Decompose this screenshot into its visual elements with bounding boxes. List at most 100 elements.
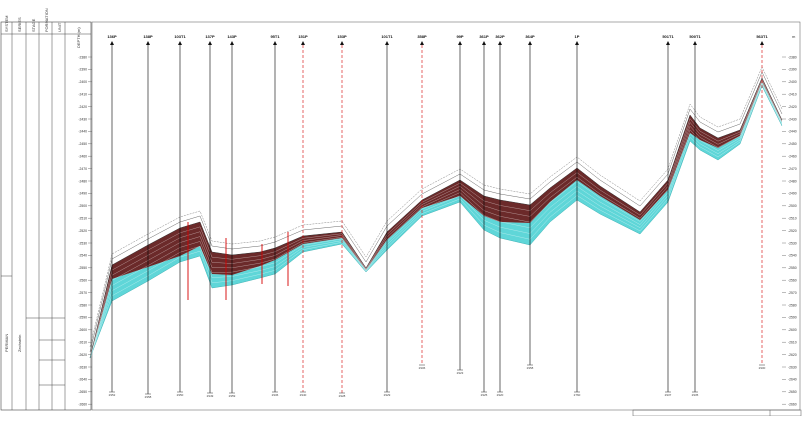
column-header-stage: STAGE	[31, 18, 36, 32]
well-99P[interactable]: 99P 2923	[456, 34, 463, 375]
depth-tick-label-right: -2440	[788, 130, 797, 134]
depth-tick-label-left: -2560	[78, 279, 87, 283]
well-td-label: 2928	[339, 394, 346, 398]
depth-tick-label-right: -2490	[788, 192, 797, 196]
depth-tick-label-left: -2390	[78, 68, 87, 72]
well-name-label: 563T1	[756, 34, 768, 39]
depth-tick-label-right: -2510	[788, 217, 797, 221]
well-138P[interactable]: 138P 2958	[143, 34, 153, 399]
depth-tick-label-left: -2490	[78, 192, 87, 196]
layer-line	[89, 80, 783, 359]
strata-layers	[89, 66, 783, 359]
depth-tick-label-right: -2530	[788, 241, 797, 245]
well-1P[interactable]: 1P 2760	[574, 34, 581, 397]
depth-tick-label-left: -2520	[78, 229, 87, 233]
well-136P[interactable]: 136P 2952	[107, 34, 117, 397]
depth-tick-label-left: -2590	[78, 316, 87, 320]
depth-tick-label-right: -2660	[788, 403, 797, 407]
depth-tick-label-left: -2660	[78, 403, 87, 407]
well-head-icon	[178, 41, 182, 45]
well-153P[interactable]: 153P 2928	[337, 34, 347, 398]
depth-tick-label-left: -2620	[78, 353, 87, 357]
well-361P[interactable]: 361P 2925	[479, 34, 489, 397]
depth-tick-label-left: -2480	[78, 179, 87, 183]
well-td-label: 2760	[574, 393, 581, 397]
depth-tick-label-right: -2400	[788, 80, 797, 84]
well-364P[interactable]: 364P 2958	[525, 34, 535, 370]
well-name-label: 501T1	[662, 34, 674, 39]
well-362P[interactable]: 362P 2920	[495, 34, 505, 397]
depth-tick-label-left: -2500	[78, 204, 87, 208]
depth-tick-label-left: -2600	[78, 328, 87, 332]
depth-tick-label-left: -2470	[78, 167, 87, 171]
strat-unit-upper: PERMIAN	[4, 334, 9, 352]
well-137P[interactable]: 137P 2949	[205, 34, 215, 398]
depth-tick-label-right: -2430	[788, 117, 797, 121]
well-td-label: 2959	[229, 394, 236, 398]
well-markers: 136P 2952 138P 2958 103T1 2950 137P 2949 143P 295…	[107, 34, 768, 399]
well-td-label: 2949	[207, 394, 214, 398]
depth-tick-label-left: -2630	[78, 365, 87, 369]
well-td-label: 2940	[300, 393, 307, 397]
well-td-label: 2929	[384, 393, 391, 397]
depth-tick-label-right: -2560	[788, 279, 797, 283]
depth-unit-label: m	[792, 34, 796, 39]
well-head-icon	[693, 41, 697, 45]
well-563T1[interactable]: 563T1 2900	[756, 34, 768, 370]
depth-tick-label-left: -2650	[78, 390, 87, 394]
well-103T1[interactable]: 103T1 2950	[174, 34, 186, 397]
depth-tick-label-left: -2580	[78, 303, 87, 307]
base-surface	[89, 85, 783, 359]
well-td-label: 2920	[497, 393, 504, 397]
depth-tick-label-left: -2550	[78, 266, 87, 270]
depth-tick-label-left: -2530	[78, 241, 87, 245]
well-name-label: 143P	[227, 34, 237, 39]
depth-tick-label-right: -2640	[788, 378, 797, 382]
well-name-label: 95T1	[270, 34, 280, 39]
depth-tick-label-right: -2630	[788, 365, 797, 369]
depth-tick-label-right: -2650	[788, 390, 797, 394]
depth-tick-label-right: -2480	[788, 179, 797, 183]
depth-tick-label-right: -2570	[788, 291, 797, 295]
well-501T1[interactable]: 501T1 2937	[662, 34, 674, 397]
well-name-label: 101T1	[381, 34, 393, 39]
well-name-label: 103T1	[174, 34, 186, 39]
depth-tick-label-left: -2400	[78, 80, 87, 84]
well-td-label: 2950	[177, 393, 184, 397]
depth-tick-label-left: -2610	[78, 341, 87, 345]
layer-line	[89, 82, 783, 359]
well-head-icon	[482, 41, 486, 45]
well-td-label: 2958	[527, 366, 534, 370]
depth-tick-label-left: -2640	[78, 378, 87, 382]
well-head-icon	[760, 41, 764, 45]
depth-tick-label-right: -2470	[788, 167, 797, 171]
depth-tick-label-right: -2600	[788, 328, 797, 332]
well-td-label: 2936	[272, 393, 279, 397]
well-head-icon	[575, 41, 579, 45]
well-358P[interactable]: 358P 2906	[417, 34, 427, 370]
depth-tick-label-right: -2580	[788, 303, 797, 307]
well-head-icon	[110, 41, 114, 45]
well-td-label: 2958	[145, 395, 152, 399]
well-td-label: 2900	[759, 366, 766, 370]
well-101T1[interactable]: 101T1 2929	[381, 34, 393, 397]
well-head-icon	[385, 41, 389, 45]
depth-tick-label-left: -2570	[78, 291, 87, 295]
well-head-icon	[230, 41, 234, 45]
well-95T1[interactable]: 95T1 2936	[270, 34, 280, 397]
well-head-icon	[666, 41, 670, 45]
depth-tick-label-right: -2590	[788, 316, 797, 320]
well-head-icon	[273, 41, 277, 45]
depth-tick-label-left: -2420	[78, 105, 87, 109]
water-zone-band	[90, 82, 782, 358]
well-143P[interactable]: 143P 2959	[227, 34, 237, 398]
well-name-label: 358P	[417, 34, 427, 39]
well-151P[interactable]: 151P 2940	[298, 34, 308, 397]
well-name-label: 362P	[495, 34, 505, 39]
depth-axis-label-left: DEPTH (m)	[76, 27, 81, 48]
well-name-label: 137P	[205, 34, 215, 39]
well-td-label: 2935	[692, 393, 699, 397]
depth-tick-label-left: -2410	[78, 93, 87, 97]
depth-tick-label-right: -2410	[788, 93, 797, 97]
well-500T1[interactable]: 500T1 2935	[689, 34, 701, 397]
